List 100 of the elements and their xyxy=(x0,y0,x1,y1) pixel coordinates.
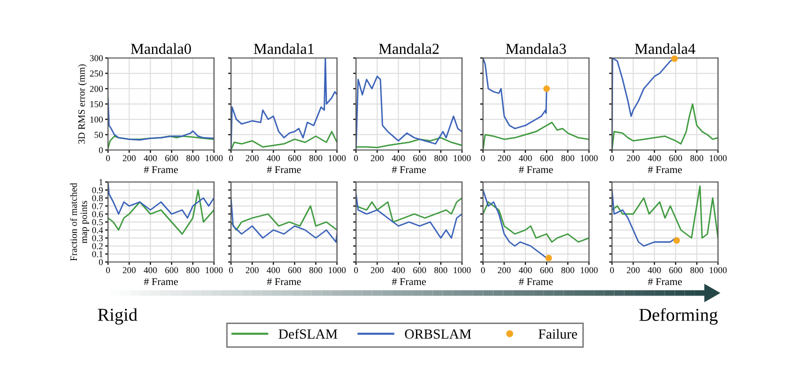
x-axis-title: # Frame xyxy=(648,278,682,286)
y-tick-label: 0.8 xyxy=(92,195,103,202)
chart-title: Mandala3 xyxy=(506,43,566,54)
x-tick-label: 1000 xyxy=(580,267,598,274)
chart-title: Mandala0 xyxy=(130,43,191,54)
y-tick-label: 0.3 xyxy=(92,235,103,242)
x-tick-label: 200 xyxy=(498,267,511,274)
chart-title: Mandala1 xyxy=(254,43,314,54)
text: Deforming xyxy=(639,308,718,325)
x-tick-label: 200 xyxy=(122,155,136,162)
y-tick-label: 0.9 xyxy=(92,187,103,194)
x-tick-label: 400 xyxy=(266,155,280,162)
y-tick-label: 0 xyxy=(98,147,103,154)
chart-title: Mandala4 xyxy=(634,43,696,54)
y-tick-label: 0.2 xyxy=(92,243,103,250)
x-axis-title: # Frame xyxy=(392,278,426,286)
x-tick-label: 800 xyxy=(309,267,322,274)
x-axis-title: # Frame xyxy=(266,166,301,174)
y-tick-label: 250 xyxy=(90,70,103,77)
x-tick-label: 200 xyxy=(122,267,136,274)
line-series xyxy=(108,189,214,235)
y-tick-label: 1 xyxy=(99,179,103,186)
x-tick-label: 400 xyxy=(648,267,661,274)
y-tick-label: 0.7 xyxy=(92,203,103,210)
text: Rigid xyxy=(98,308,138,325)
x-tick-label: 600 xyxy=(288,267,302,274)
x-tick-label: 800 xyxy=(309,155,322,162)
x-tick-label: 400 xyxy=(392,155,405,162)
x-axis-title: # Frame xyxy=(144,166,178,174)
y-tick-label: 150 xyxy=(90,101,103,108)
x-tick-label: 0 xyxy=(481,267,485,274)
x-tick-label: 400 xyxy=(392,267,405,274)
x-tick-label: 1000 xyxy=(328,267,346,274)
x-tick-label: 600 xyxy=(540,267,554,274)
x-tick-label: 600 xyxy=(669,155,682,162)
y-tick-label: 0.4 xyxy=(92,227,103,234)
x-axis-title: # Frame xyxy=(266,278,301,286)
x-tick-label: 800 xyxy=(690,267,704,274)
y-tick-label: 0.5 xyxy=(92,219,103,226)
y-axis-title: Fraction of matched map points xyxy=(70,182,90,261)
x-tick-label: 200 xyxy=(498,155,511,162)
x-tick-label: 800 xyxy=(186,267,200,274)
x-tick-label: 600 xyxy=(413,155,426,162)
x-tick-label: 400 xyxy=(144,155,157,162)
x-tick-label: 0 xyxy=(229,155,233,162)
y-tick-label: 100 xyxy=(90,116,103,123)
legend-label: Failure xyxy=(538,328,578,339)
x-tick-label: 1000 xyxy=(454,267,471,274)
chart-title: Mandala2 xyxy=(378,43,439,54)
x-tick-label: 0 xyxy=(229,267,233,274)
x-axis-title: # Frame xyxy=(144,278,178,286)
x-tick-label: 800 xyxy=(690,155,704,162)
x-axis-title: # Frame xyxy=(648,166,682,174)
y-tick-label: 0.1 xyxy=(92,251,103,258)
x-tick-label: 1000 xyxy=(710,155,727,162)
x-tick-label: 400 xyxy=(266,267,280,274)
x-tick-label: 800 xyxy=(561,267,574,274)
x-tick-label: 400 xyxy=(518,267,532,274)
x-tick-label: 600 xyxy=(165,267,178,274)
x-tick-label: 1000 xyxy=(710,267,727,274)
y-tick-label: 50 xyxy=(94,132,103,138)
x-tick-label: 200 xyxy=(626,267,640,274)
x-tick-label: 1000 xyxy=(328,155,346,162)
x-tick-label: 200 xyxy=(370,267,384,274)
x-tick-label: 200 xyxy=(626,155,640,162)
x-tick-label: 1000 xyxy=(206,155,223,162)
x-tick-label: 0 xyxy=(106,155,110,162)
x-tick-label: 800 xyxy=(434,155,448,162)
legend-label: ORBSLAM xyxy=(404,329,472,339)
y-axis-title: 3D RMS error (mm) xyxy=(78,64,87,144)
x-tick-label: 0 xyxy=(481,155,485,162)
line-series xyxy=(108,97,214,141)
x-tick-label: 0 xyxy=(610,155,614,162)
legend-label: DefSLAM xyxy=(278,328,338,339)
x-tick-label: 600 xyxy=(165,155,178,162)
y-tick-label: 200 xyxy=(90,86,103,92)
x-tick-label: 0 xyxy=(354,155,358,162)
x-tick-label: 600 xyxy=(413,267,426,274)
x-tick-label: 400 xyxy=(144,267,157,274)
x-tick-label: 1000 xyxy=(580,155,598,162)
x-tick-label: 1000 xyxy=(206,267,223,274)
x-tick-label: 1000 xyxy=(454,155,471,162)
x-tick-label: 200 xyxy=(246,155,259,162)
x-tick-label: 600 xyxy=(540,155,554,162)
x-tick-label: 800 xyxy=(561,155,574,162)
x-tick-label: 400 xyxy=(518,155,532,162)
x-axis-title: # Frame xyxy=(518,278,553,286)
x-tick-label: 800 xyxy=(186,155,200,162)
x-tick-label: 0 xyxy=(354,267,358,274)
x-tick-label: 800 xyxy=(434,267,448,274)
x-tick-label: 0 xyxy=(610,267,614,274)
x-axis-title: # Frame xyxy=(518,166,553,174)
x-axis-title: # Frame xyxy=(392,166,426,174)
x-tick-label: 400 xyxy=(648,155,661,162)
y-tick-label: 300 xyxy=(90,55,103,62)
x-tick-label: 200 xyxy=(246,267,259,274)
x-tick-label: 200 xyxy=(370,155,384,162)
x-tick-label: 600 xyxy=(288,155,302,162)
x-tick-label: 600 xyxy=(669,267,682,274)
y-tick-label: 0 xyxy=(98,259,103,266)
